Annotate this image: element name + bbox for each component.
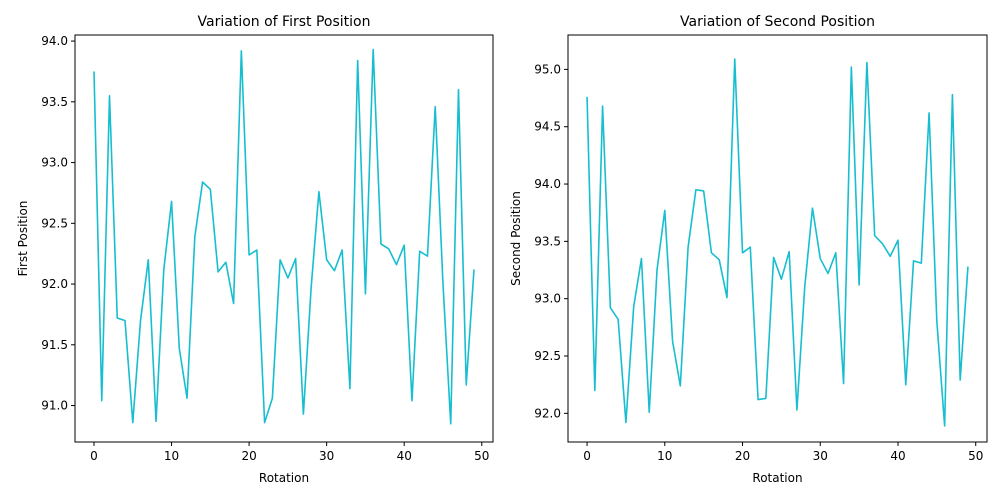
y-tick-label: 91.0 bbox=[41, 399, 68, 413]
x-tick-label: 40 bbox=[397, 449, 412, 463]
y-axis-label: Second Position bbox=[509, 191, 523, 286]
chart-second-position: Variation of Second Position Rotation Se… bbox=[509, 14, 988, 485]
y-tick-label: 93.0 bbox=[41, 156, 68, 170]
y-tick-label: 92.5 bbox=[534, 349, 561, 363]
y-tick-label: 92.0 bbox=[534, 406, 561, 420]
y-tick-label: 95.0 bbox=[534, 62, 561, 76]
y-tick-label: 93.0 bbox=[534, 292, 561, 306]
x-tick-label: 50 bbox=[474, 449, 489, 463]
x-tick-label: 40 bbox=[890, 449, 905, 463]
x-tick-label: 20 bbox=[735, 449, 750, 463]
x-tick-label: 10 bbox=[164, 449, 179, 463]
x-tick-label: 30 bbox=[813, 449, 828, 463]
y-tick-label: 94.0 bbox=[534, 177, 561, 191]
y-tick-label: 92.5 bbox=[41, 216, 68, 230]
plot-frame bbox=[74, 34, 494, 443]
x-tick-label: 30 bbox=[319, 449, 334, 463]
series-line bbox=[93, 48, 475, 425]
y-tick-label: 92.0 bbox=[41, 277, 68, 291]
y-axis-label: First Position bbox=[16, 201, 30, 277]
y-tick-label: 93.5 bbox=[534, 234, 561, 248]
x-tick-label: 0 bbox=[583, 449, 591, 463]
y-tick-label: 94.0 bbox=[41, 34, 68, 48]
y-tick-label: 93.5 bbox=[41, 95, 68, 109]
chart-title: Variation of Second Position bbox=[680, 14, 875, 30]
chart-title: Variation of First Position bbox=[198, 14, 371, 30]
x-tick-label: 20 bbox=[241, 449, 256, 463]
y-tick-label: 94.5 bbox=[534, 120, 561, 134]
x-axis-label: Rotation bbox=[259, 471, 309, 485]
x-tick-label: 0 bbox=[90, 449, 98, 463]
series-line bbox=[586, 58, 969, 427]
x-tick-label: 50 bbox=[968, 449, 983, 463]
chart-first-position: Variation of First Position Rotation Fir… bbox=[16, 14, 494, 485]
x-tick-label: 10 bbox=[657, 449, 672, 463]
plot-frame bbox=[567, 34, 988, 443]
y-tick-label: 91.5 bbox=[41, 338, 68, 352]
x-axis-label: Rotation bbox=[752, 471, 802, 485]
